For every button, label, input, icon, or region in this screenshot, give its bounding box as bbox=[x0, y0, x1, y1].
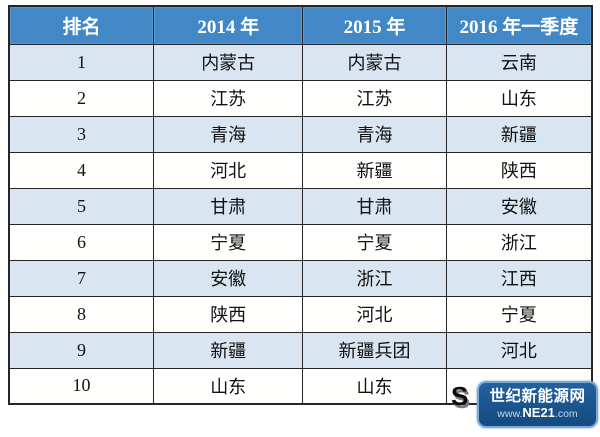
header-row: 排名 2014 年 2015 年 2016 年一季度 bbox=[8, 5, 593, 45]
watermark-site-url: www.NE21.com bbox=[497, 404, 578, 421]
obscured-letter: S bbox=[451, 381, 469, 411]
table-cell: 山东 bbox=[302, 367, 447, 405]
watermark-url-brand: NE21 bbox=[522, 404, 555, 420]
header-cell-2016q1: 2016 年一季度 bbox=[445, 5, 593, 45]
header-cell-rank: 排名 bbox=[8, 5, 155, 45]
table-row: 6 宁夏 宁夏 浙江 bbox=[8, 223, 593, 261]
rank-cell: 4 bbox=[8, 151, 155, 189]
table-row: 2 江苏 江苏 山东 bbox=[8, 79, 593, 117]
table-cell: 宁夏 bbox=[302, 223, 447, 261]
table-cell: 甘肃 bbox=[153, 187, 304, 225]
table-cell: 新疆 bbox=[445, 115, 593, 153]
table-cell: 陕西 bbox=[153, 295, 304, 333]
table-row: 8 陕西 河北 宁夏 bbox=[8, 295, 593, 333]
table-cell: 云南 bbox=[445, 43, 593, 81]
table-cell: 新疆 bbox=[153, 331, 304, 369]
table-row: 5 甘肃 甘肃 安徽 bbox=[8, 187, 593, 225]
watermark-site-name: 世纪新能源网 bbox=[489, 388, 586, 406]
rank-cell: 5 bbox=[8, 187, 155, 225]
table-cell: 内蒙古 bbox=[302, 43, 447, 81]
table-header: 排名 2014 年 2015 年 2016 年一季度 bbox=[8, 5, 593, 45]
table-cell: 宁夏 bbox=[445, 295, 593, 333]
table-cell: 宁夏 bbox=[153, 223, 304, 261]
table-cell: 山东 bbox=[445, 79, 593, 117]
table-cell: 新疆 bbox=[302, 151, 447, 189]
rank-cell: 8 bbox=[8, 295, 155, 333]
ranking-table-container: 排名 2014 年 2015 年 2016 年一季度 1 内蒙古 内蒙古 云南 … bbox=[8, 5, 593, 405]
watermark-url-prefix: www. bbox=[497, 407, 523, 420]
table-cell: 河北 bbox=[302, 295, 447, 333]
rank-cell: 9 bbox=[8, 331, 155, 369]
table-cell: 青海 bbox=[302, 115, 447, 153]
table-row: 1 内蒙古 内蒙古 云南 bbox=[8, 43, 593, 81]
rank-cell: 3 bbox=[8, 115, 155, 153]
rank-cell: 10 bbox=[8, 367, 155, 405]
table-cell: 河北 bbox=[445, 331, 593, 369]
header-cell-2015: 2015 年 bbox=[302, 5, 447, 45]
table-row: 4 河北 新疆 陕西 bbox=[8, 151, 593, 189]
table-cell: 河北 bbox=[153, 151, 304, 189]
site-watermark-badge: 世纪新能源网 www.NE21.com bbox=[477, 381, 598, 428]
table-cell: 陕西 bbox=[445, 151, 593, 189]
table-cell: 浙江 bbox=[302, 259, 447, 297]
rank-cell: 7 bbox=[8, 259, 155, 297]
ranking-table: 排名 2014 年 2015 年 2016 年一季度 1 内蒙古 内蒙古 云南 … bbox=[8, 5, 593, 405]
watermark-url-suffix: .com bbox=[554, 407, 578, 420]
table-cell: 甘肃 bbox=[302, 187, 447, 225]
table-cell: 浙江 bbox=[445, 223, 593, 261]
table-cell: 安徽 bbox=[445, 187, 593, 225]
rank-cell: 1 bbox=[8, 43, 155, 81]
rank-cell: 6 bbox=[8, 223, 155, 261]
table-cell: 安徽 bbox=[153, 259, 304, 297]
table-row: 3 青海 青海 新疆 bbox=[8, 115, 593, 153]
table-cell: 青海 bbox=[153, 115, 304, 153]
table-body: 1 内蒙古 内蒙古 云南 2 江苏 江苏 山东 3 青海 青海 新疆 bbox=[8, 43, 593, 405]
table-cell: 江苏 bbox=[302, 79, 447, 117]
table-cell: 内蒙古 bbox=[153, 43, 304, 81]
table-row: 7 安徽 浙江 江西 bbox=[8, 259, 593, 297]
table-cell: 山东 bbox=[153, 367, 304, 405]
table-cell: 江苏 bbox=[153, 79, 304, 117]
table-cell: 江西 bbox=[445, 259, 593, 297]
table-cell: 新疆兵团 bbox=[302, 331, 447, 369]
rank-cell: 2 bbox=[8, 79, 155, 117]
header-cell-2014: 2014 年 bbox=[153, 5, 304, 45]
table-row: 9 新疆 新疆兵团 河北 bbox=[8, 331, 593, 369]
